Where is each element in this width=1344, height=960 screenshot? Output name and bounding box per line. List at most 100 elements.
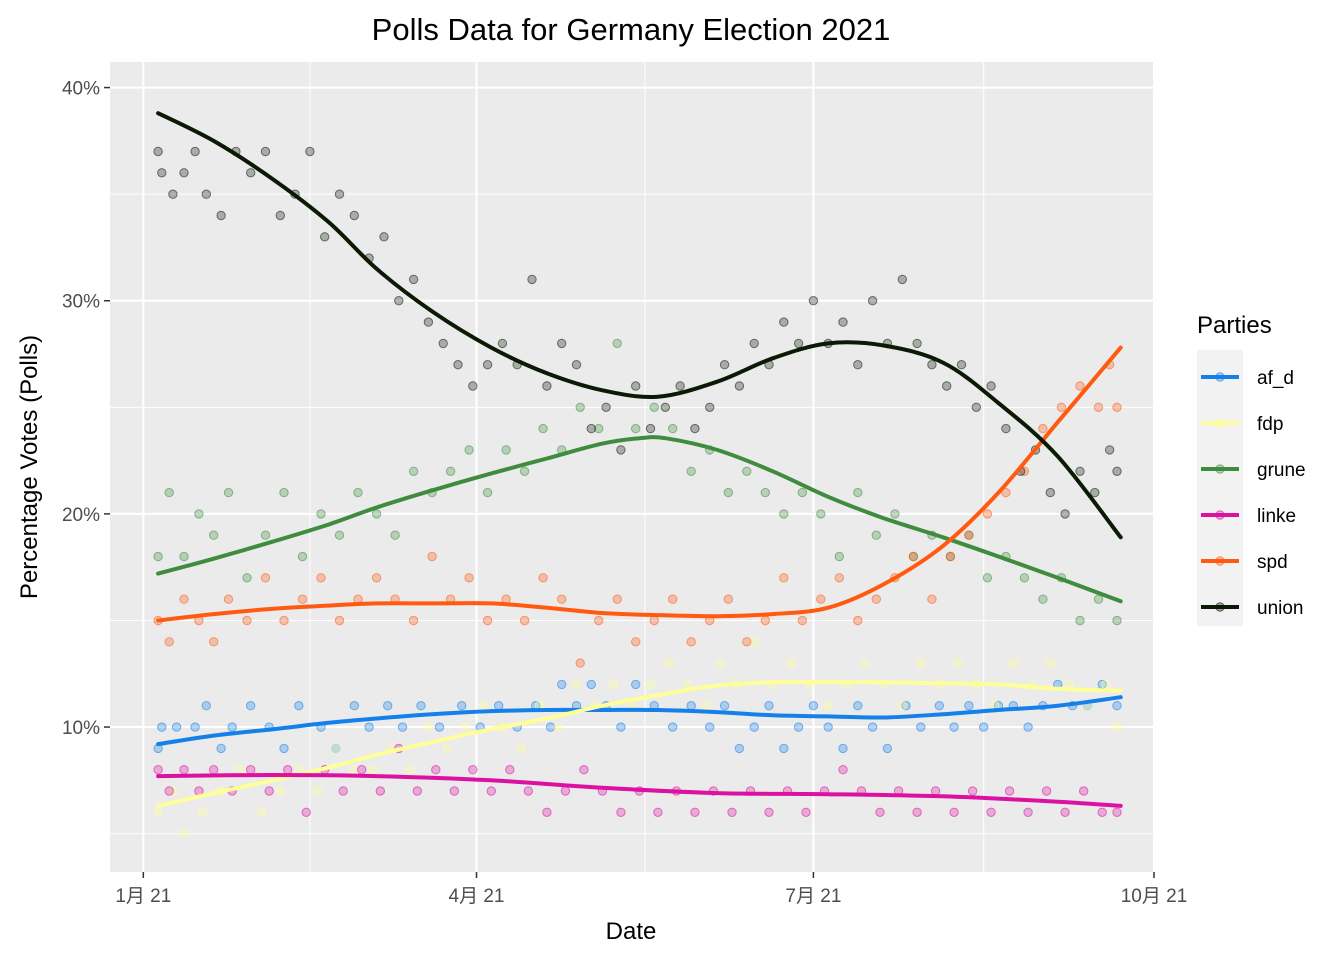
data-point-af_d (705, 722, 715, 732)
data-point-linke (486, 786, 496, 796)
data-point-grune (538, 423, 548, 434)
data-point-af_d (364, 722, 374, 732)
data-point-af_d (686, 701, 696, 711)
data-point-linke (653, 807, 663, 817)
data-point-union (557, 338, 567, 349)
data-point-af_d (979, 722, 989, 732)
data-point-union (260, 146, 271, 157)
data-point-grune (575, 402, 585, 412)
legend-label-linke: linke (1257, 506, 1296, 527)
data-point-linke (1041, 786, 1052, 796)
data-point-spd (1112, 402, 1122, 412)
data-point-union (793, 338, 804, 349)
data-point-union (1090, 487, 1100, 498)
data-point-union (527, 274, 537, 285)
data-point-grune (797, 487, 807, 498)
data-point-spd (209, 637, 219, 647)
data-point-linke (1023, 807, 1033, 817)
data-point-grune (668, 423, 678, 434)
data-point-spd (179, 594, 189, 604)
data-point-union (616, 445, 626, 455)
data-point-grune (179, 551, 189, 562)
data-point-spd (1056, 402, 1067, 412)
trend-line-af_d (156, 695, 1123, 747)
data-point-spd (742, 637, 752, 647)
legend-label-union: union (1257, 598, 1304, 619)
data-point-af_d (668, 722, 678, 732)
data-point-spd (760, 615, 770, 626)
data-point-af_d (557, 679, 567, 690)
data-point-grune (209, 530, 219, 540)
data-point-union (305, 146, 315, 157)
data-point-fdp (479, 701, 489, 711)
data-point-grune (1112, 615, 1122, 626)
data-point-linke (967, 786, 978, 796)
legend-key-point-union (1215, 602, 1225, 612)
data-point-spd (464, 573, 474, 583)
data-point-grune (390, 530, 400, 540)
data-point-spd (1001, 487, 1011, 498)
data-point-union (631, 381, 641, 391)
data-point-union (497, 338, 508, 349)
data-point-union (675, 381, 685, 391)
data-point-af_d (545, 722, 556, 732)
data-point-fdp (179, 828, 189, 839)
data-point-linke (801, 807, 811, 817)
data-point-linke (301, 807, 311, 817)
x-tick-label: 1月 21 (115, 886, 171, 907)
data-point-fdp (1045, 658, 1056, 668)
data-point-union (379, 232, 389, 242)
data-point-fdp (423, 722, 434, 732)
data-point-linke (264, 786, 274, 796)
data-point-linke (1112, 807, 1122, 817)
data-point-spd (334, 615, 345, 626)
data-point-union (986, 381, 996, 391)
y-tick-label: 10% (62, 718, 100, 739)
data-point-grune (316, 509, 326, 519)
data-point-grune (279, 487, 289, 498)
data-point-union (1104, 445, 1115, 455)
data-point-fdp (1101, 679, 1111, 690)
data-point-af_d (734, 743, 745, 754)
data-point-spd (316, 573, 326, 583)
data-point-grune (153, 551, 163, 562)
data-point-fdp (608, 679, 619, 690)
data-point-spd (575, 658, 585, 668)
data-point-fdp (234, 765, 245, 775)
data-point-spd (223, 594, 234, 604)
data-point-union (542, 381, 552, 391)
data-point-grune (1075, 615, 1085, 626)
major-grid (110, 62, 1155, 872)
data-point-grune (242, 573, 252, 583)
data-point-union (897, 274, 907, 285)
data-point-af_d (227, 722, 237, 732)
data-point-fdp (153, 807, 163, 817)
data-point-union (838, 317, 848, 327)
data-point-union (168, 189, 178, 199)
data-point-spd (797, 615, 807, 626)
data-point-linke (179, 765, 189, 775)
data-point-spd (1038, 423, 1048, 434)
data-point-linke (560, 786, 571, 796)
data-point-union (334, 189, 345, 199)
data-point-grune (760, 487, 770, 498)
legend-key-background (1197, 350, 1243, 626)
data-point-spd (519, 615, 530, 626)
data-point-union (601, 402, 611, 412)
data-point-linke (209, 765, 219, 775)
data-point-spd (371, 573, 382, 583)
data-point-fdp (823, 701, 833, 711)
data-point-spd (779, 573, 789, 583)
data-point-linke (164, 786, 174, 796)
data-point-union (912, 338, 922, 349)
data-point-grune (353, 487, 363, 498)
data-point-af_d (216, 743, 226, 754)
data-point-union (201, 189, 212, 199)
data-point-spd (631, 637, 641, 647)
data-point-fdp (749, 637, 759, 647)
data-point-grune (982, 573, 993, 583)
data-point-af_d (808, 701, 819, 711)
data-point-linke (449, 786, 459, 796)
data-point-union (482, 360, 493, 370)
data-point-spd (164, 637, 174, 647)
